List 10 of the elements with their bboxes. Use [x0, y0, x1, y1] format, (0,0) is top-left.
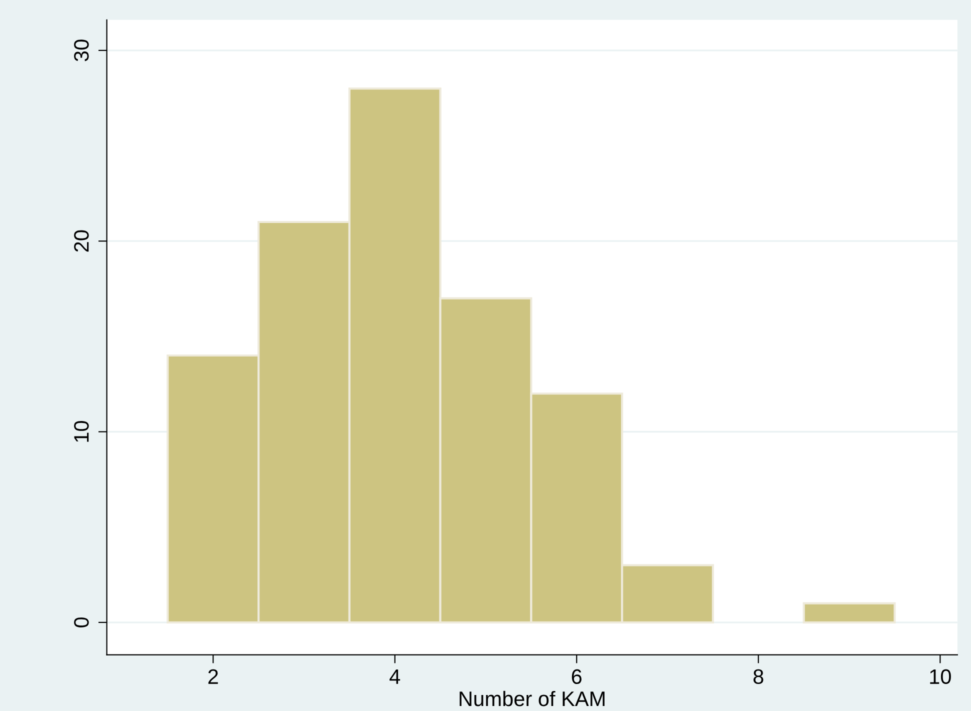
x-axis-title: Number of KAM: [460, 690, 604, 706]
x-tick-label: 2: [208, 669, 218, 684]
y-tick-label: 0: [74, 617, 89, 628]
x-tick-label: 8: [754, 669, 764, 684]
x-tick-label: 4: [390, 669, 400, 684]
y-tick-label: 10: [74, 420, 89, 442]
x-tick-label: 6: [572, 669, 582, 684]
x-tick-label: 10: [930, 669, 951, 684]
y-tick-label: 30: [74, 40, 89, 62]
y-tick-label: 20: [74, 230, 89, 252]
